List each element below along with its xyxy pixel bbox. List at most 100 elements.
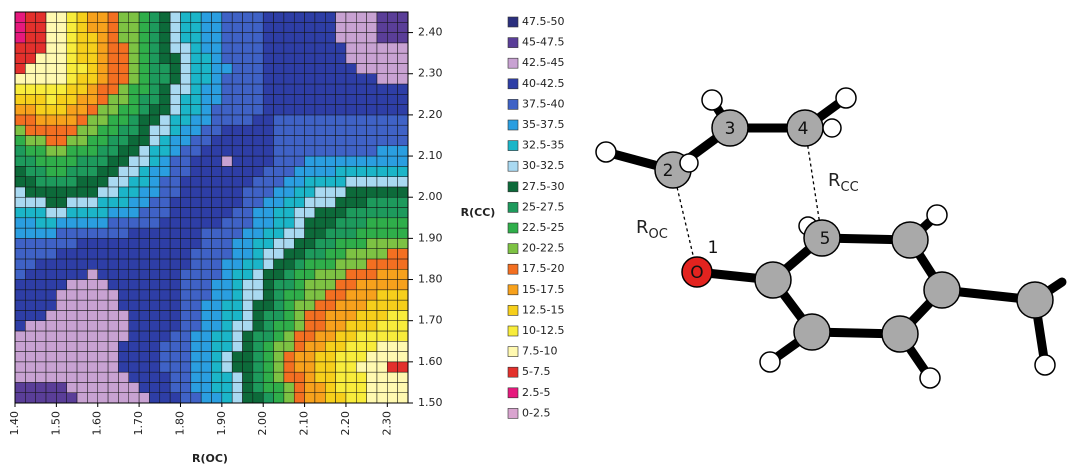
contour-cell [356, 12, 366, 22]
contour-cell [15, 94, 25, 104]
contour-cell [212, 125, 222, 135]
contour-cell [398, 187, 408, 197]
contour-cell [15, 197, 25, 207]
contour-cell [139, 74, 149, 84]
contour-cell [56, 125, 66, 135]
contour-cell [315, 321, 325, 331]
contour-cell [108, 382, 118, 392]
contour-cell [336, 197, 346, 207]
contour-cell [377, 259, 387, 269]
contour-cell [315, 249, 325, 259]
contour-cell [315, 74, 325, 84]
contour-cell [98, 341, 108, 351]
legend-swatch [508, 305, 518, 315]
contour-cell [201, 22, 211, 32]
contour-cell [118, 166, 128, 176]
contour-cell [149, 33, 159, 43]
contour-cell [201, 43, 211, 53]
contour-cell [180, 218, 190, 228]
contour-cell [170, 33, 180, 43]
contour-cell [87, 228, 97, 238]
contour-cell [36, 362, 46, 372]
contour-cell [56, 372, 66, 382]
contour-cell [36, 321, 46, 331]
contour-cell [377, 22, 387, 32]
contour-cell [377, 393, 387, 403]
contour-cell [36, 156, 46, 166]
contour-cell [232, 341, 242, 351]
contour-cell [305, 12, 315, 22]
contour-cell [46, 372, 56, 382]
contour-cell [191, 125, 201, 135]
contour-cell [274, 156, 284, 166]
contour-cell [398, 84, 408, 94]
r-oc-label: ROC [636, 217, 668, 242]
contour-cell [98, 352, 108, 362]
contour-cell [129, 290, 139, 300]
contour-cell [346, 156, 356, 166]
x-tick-label: 2.20 [339, 411, 352, 436]
contour-cell [243, 125, 253, 135]
contour-cell [118, 218, 128, 228]
contour-cell [56, 187, 66, 197]
contour-cell [129, 208, 139, 218]
legend-label: 10-12.5 [522, 324, 564, 337]
contour-cell [253, 125, 263, 135]
contour-cell [67, 249, 77, 259]
contour-cell [77, 218, 87, 228]
contour-cell [325, 290, 335, 300]
contour-cell [325, 249, 335, 259]
contour-cell [15, 372, 25, 382]
contour-cell [77, 166, 87, 176]
contour-cell [263, 208, 273, 218]
contour-cell [222, 115, 232, 125]
contour-cell [191, 362, 201, 372]
contour-cell [139, 12, 149, 22]
contour-cell [284, 12, 294, 22]
contour-cell [315, 22, 325, 32]
contour-cell [325, 352, 335, 362]
contour-cell [315, 269, 325, 279]
contour-cell [294, 156, 304, 166]
contour-cell [36, 310, 46, 320]
contour-cell [98, 146, 108, 156]
contour-cell [201, 331, 211, 341]
contour-cell [67, 146, 77, 156]
contour-cell [356, 269, 366, 279]
contour-cell [232, 300, 242, 310]
contour-cell [77, 197, 87, 207]
x-tick-label: 1.40 [8, 411, 21, 436]
contour-cell [15, 115, 25, 125]
contour-cell [36, 300, 46, 310]
contour-cell [212, 146, 222, 156]
contour-cell [336, 33, 346, 43]
contour-cell [346, 115, 356, 125]
contour-cell [222, 53, 232, 63]
contour-cell [129, 125, 139, 135]
contour-cell [201, 197, 211, 207]
legend-label: 37.5-40 [522, 97, 564, 110]
contour-cell [336, 310, 346, 320]
contour-cell [191, 33, 201, 43]
contour-cell [336, 280, 346, 290]
contour-cell [325, 53, 335, 63]
contour-cell [315, 382, 325, 392]
contour-cell [398, 393, 408, 403]
contour-cell [139, 290, 149, 300]
contour-cell [170, 197, 180, 207]
contour-cell [294, 280, 304, 290]
contour-cell [149, 331, 159, 341]
contour-cell [212, 238, 222, 248]
contour-cell [294, 74, 304, 84]
hydrogen [836, 88, 856, 108]
contour-cell [46, 166, 56, 176]
contour-cell [108, 94, 118, 104]
y-tick-label: 1.70 [418, 314, 443, 327]
contour-cell [222, 341, 232, 351]
contour-cell [160, 310, 170, 320]
contour-cell [377, 300, 387, 310]
contour-cell [201, 321, 211, 331]
contour-cell [367, 208, 377, 218]
contour-cell [139, 197, 149, 207]
contour-cell [398, 310, 408, 320]
